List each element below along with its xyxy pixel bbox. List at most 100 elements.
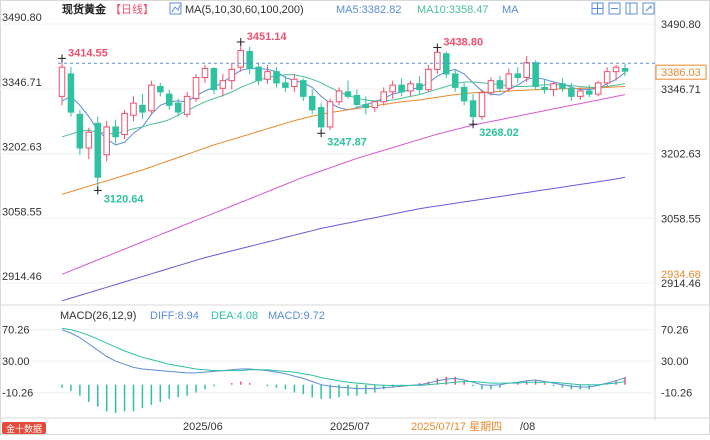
- annotation-label: 3414.55: [68, 47, 108, 59]
- annotation-label: 3247.87: [327, 136, 367, 148]
- candle-body: [523, 62, 530, 78]
- candle-body: [550, 83, 557, 91]
- macd-lines: [61, 327, 626, 390]
- macd-line-diff: [61, 329, 626, 390]
- macd-dea-label: DEA:4.08: [211, 310, 258, 322]
- macd-histogram: [61, 376, 626, 413]
- current-price-label: 3386.03: [661, 67, 701, 79]
- chart-type-icon-line: [171, 4, 181, 13]
- macd-diff-label: DIFF:8.94: [150, 310, 199, 322]
- candle-body: [514, 73, 522, 78]
- candle-body: [353, 94, 361, 105]
- ma10-label: MA10:3358.47: [417, 4, 489, 16]
- candle-body: [389, 84, 396, 93]
- macd-tick-label: 30.00: [661, 356, 689, 368]
- candle-body: [67, 73, 75, 113]
- grid-icon[interactable]: [591, 2, 604, 15]
- macd-tick-label: 30.00: [2, 356, 30, 368]
- macd-title: MACD(26,12,9): [60, 310, 136, 322]
- candle-body: [398, 84, 405, 93]
- y-ticks-right: 3490.80 3346.71 3202.63 3058.55 2914.46: [661, 19, 701, 290]
- current-price-rect: [655, 64, 707, 80]
- date-label-july: 2025/07: [330, 421, 370, 433]
- candle-body: [228, 68, 236, 82]
- macd-grid: [0, 329, 655, 394]
- current-price-box: 3386.03: [655, 64, 707, 80]
- ma-line-ma5: [61, 68, 626, 146]
- candle-body: [174, 102, 182, 113]
- candle-body: [85, 131, 93, 149]
- y-tick-label: 3346.71: [661, 84, 701, 96]
- candle-body: [612, 66, 620, 73]
- expand-icon-arrow: [645, 4, 652, 12]
- candle-body: [165, 93, 173, 106]
- right-low-label: 2934.68: [661, 269, 701, 281]
- candle-body: [76, 113, 84, 149]
- candle-body: [130, 102, 137, 116]
- y-tick-label: 3346.71: [2, 77, 42, 89]
- annotation-label: 3438.80: [443, 36, 483, 48]
- y-tick-label: 3058.55: [661, 213, 701, 225]
- candle-body: [442, 53, 450, 75]
- candle-body: [469, 100, 477, 118]
- candle-body: [291, 78, 298, 87]
- candle-body: [273, 71, 280, 84]
- expand-icon[interactable]: [642, 2, 655, 15]
- ma-line-ma60: [61, 94, 626, 275]
- candle-body: [246, 50, 253, 70]
- chart-type-icon-box: [169, 2, 182, 15]
- candle-body: [577, 90, 584, 97]
- logo-text: 金十数据: [6, 423, 42, 434]
- y-ticks-left: 3490.80 3346.71 3202.63 3058.55 2914.46: [2, 12, 42, 283]
- y-tick-label: 3202.63: [2, 142, 42, 154]
- candle-body: [451, 73, 459, 88]
- candle-body: [210, 68, 218, 91]
- candle-body: [380, 91, 387, 103]
- annotation-label: 3268.02: [479, 127, 519, 139]
- candle-body: [264, 71, 271, 80]
- period-label[interactable]: 【日线】: [110, 2, 154, 16]
- candle-body: [282, 82, 289, 88]
- layout-icon[interactable]: [625, 2, 638, 15]
- minus-icon-box: [608, 2, 621, 15]
- macd-value-label: MACD:9.72: [268, 310, 325, 322]
- candle-body: [58, 66, 66, 97]
- price-annotations: 3414.55 3451.14 3120.64 3247.87 3438.80 3268.…: [58, 31, 519, 205]
- candle-body: [344, 91, 352, 97]
- layout-icon-box: [625, 2, 638, 15]
- candle-body: [121, 112, 128, 136]
- y-tick-label: 2914.46: [661, 278, 701, 290]
- macd-tick-label: -10.26: [661, 388, 692, 400]
- ma-more-label: MA: [502, 4, 519, 16]
- candle-body: [541, 86, 548, 91]
- y-tick-label: 3058.55: [2, 206, 42, 218]
- candle-body: [460, 86, 468, 102]
- candle-body: [326, 101, 334, 128]
- candle-body: [255, 66, 262, 82]
- candle-body: [157, 85, 164, 93]
- candle-body: [594, 82, 602, 95]
- y-tick-label: 3490.80: [661, 19, 701, 31]
- macd-tick-label: 70.26: [661, 325, 689, 337]
- date-label-aug: /08: [520, 421, 535, 433]
- candle-body: [425, 68, 432, 91]
- candle-body: [621, 68, 629, 72]
- ma-line-ma100: [61, 176, 626, 302]
- annotation-label: 3120.64: [104, 193, 145, 205]
- candle-body: [112, 126, 119, 138]
- candle-body: [371, 101, 379, 109]
- candle-body: [478, 92, 486, 118]
- candle-body: [237, 50, 245, 68]
- y-tick-label: 3490.80: [2, 12, 42, 24]
- ma-lines: [61, 68, 626, 302]
- candle-body: [219, 80, 227, 89]
- chart-type-icon[interactable]: [169, 2, 182, 15]
- candle-body: [568, 87, 575, 97]
- macd-line-dea: [61, 327, 626, 386]
- ma5-label: MA5:3382.82: [336, 4, 401, 16]
- candle-body: [335, 90, 343, 103]
- logo: 金十数据: [2, 422, 46, 434]
- minus-icon[interactable]: [608, 2, 621, 15]
